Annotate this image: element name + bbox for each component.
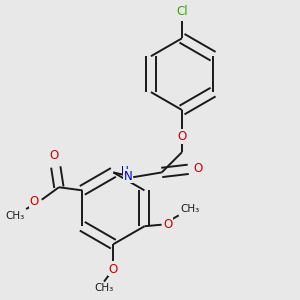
Text: CH₃: CH₃ xyxy=(94,283,114,293)
Text: O: O xyxy=(177,130,187,143)
Text: O: O xyxy=(50,149,59,162)
Text: O: O xyxy=(193,162,202,175)
Text: O: O xyxy=(29,195,39,208)
Text: Cl: Cl xyxy=(176,5,188,18)
Text: O: O xyxy=(109,263,118,276)
Text: O: O xyxy=(163,218,172,231)
Text: N: N xyxy=(124,170,133,183)
Text: H: H xyxy=(121,167,129,176)
Text: CH₃: CH₃ xyxy=(180,204,200,214)
Text: CH₃: CH₃ xyxy=(5,211,25,220)
